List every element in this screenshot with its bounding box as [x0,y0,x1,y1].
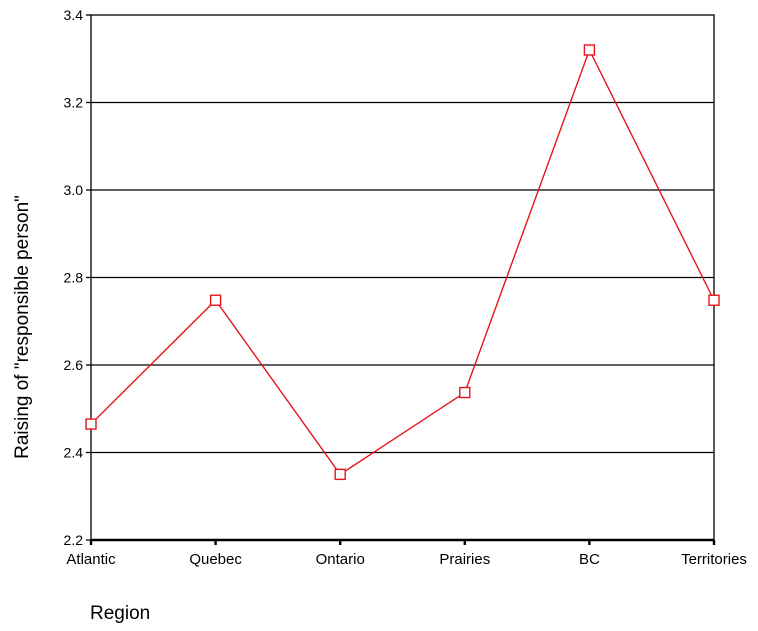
y-tick-label: 2.6 [64,357,84,373]
y-tick-label: 3.0 [64,182,84,198]
data-point-marker [85,418,97,430]
x-tick-label: Atlantic [66,551,116,568]
x-tick-label: Quebec [189,551,242,568]
data-point-marker [209,294,222,306]
data-point-marker [459,386,471,399]
series-line [90,48,715,476]
y-axis-title: Raising of "responsible person" [12,195,33,459]
x-tick-label: Territories [681,551,747,568]
x-tick-label: Ontario [316,551,365,568]
x-axis-ticks: Atlantic Quebec Ontario Prairies BC Territori… [66,540,747,568]
data-point-marker [334,468,346,481]
y-tick-label: 3.2 [64,95,84,111]
data-point-marker [708,294,720,306]
x-tick-label: Prairies [439,551,490,568]
y-tick-label: 3.4 [64,7,84,23]
gridlines [91,101,714,454]
x-axis-title: Region [90,603,150,624]
x-tick-label: BC [579,551,600,568]
y-tick-label: 2.8 [64,270,84,286]
series-layer [85,44,720,481]
y-tick-label: 2.2 [64,532,84,548]
y-tick-label: 2.4 [64,445,84,461]
data-point-marker [583,44,596,56]
y-axis-ticks: 2.2 2.4 2.6 2.8 3.0 3.2 3.4 [64,7,91,548]
